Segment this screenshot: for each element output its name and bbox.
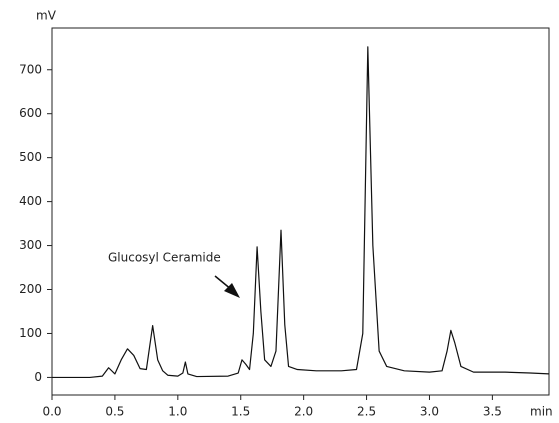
- y-tick-label: 300: [19, 238, 42, 252]
- y-tick-label: 700: [19, 62, 42, 76]
- x-tick-label: 2.5: [357, 405, 376, 419]
- x-tick-label: 0.5: [105, 405, 124, 419]
- annotation-arrowhead: [224, 283, 240, 298]
- chromatogram-line: [52, 46, 550, 379]
- y-axis-label: mV: [36, 9, 57, 23]
- y-tick-label: 600: [19, 106, 42, 120]
- y-tick-label: 400: [19, 194, 42, 208]
- y-tick-label: 200: [19, 282, 42, 296]
- x-tick-label: 1.0: [168, 405, 187, 419]
- y-tick-label: 100: [19, 326, 42, 340]
- x-tick-label: 1.5: [231, 405, 250, 419]
- y-tick-label: 500: [19, 150, 42, 164]
- x-axis-label: min: [530, 405, 553, 419]
- x-tick-label: 2.0: [294, 405, 313, 419]
- annotation: Glucosyl Ceramide: [108, 251, 221, 265]
- y-tick-label: 0: [34, 370, 42, 384]
- x-tick-label: 3.0: [420, 405, 439, 419]
- plot-frame: [51, 27, 550, 396]
- x-tick-label: 3.5: [483, 405, 502, 419]
- x-tick-label: 0.0: [42, 405, 61, 419]
